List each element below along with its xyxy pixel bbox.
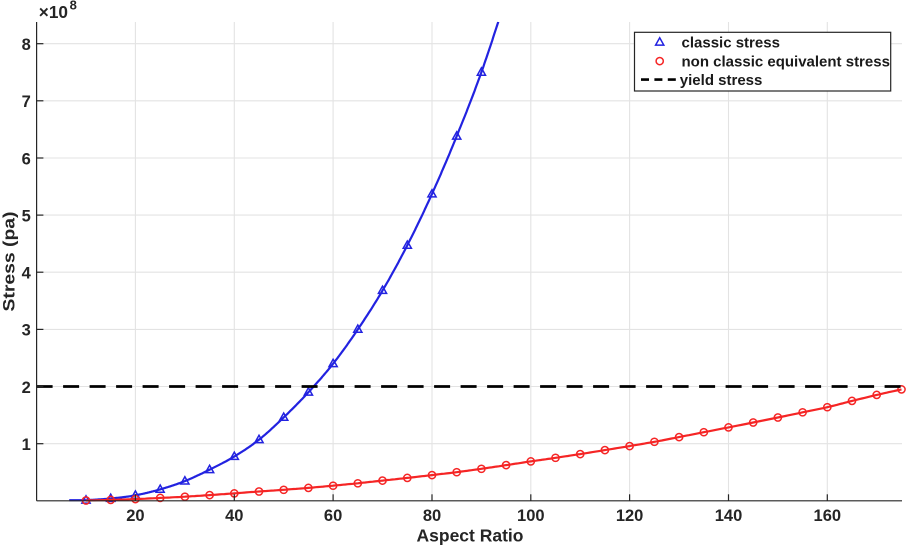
svg-text:1: 1	[22, 436, 31, 454]
svg-text:8: 8	[22, 36, 31, 54]
svg-text:20: 20	[126, 507, 144, 525]
svg-text:non classic equivalent stress: non classic equivalent stress	[682, 53, 890, 70]
svg-text:5: 5	[22, 207, 31, 225]
svg-text:60: 60	[324, 507, 342, 525]
svg-text:Aspect Ratio: Aspect Ratio	[417, 526, 524, 546]
svg-text:yield stress: yield stress	[680, 72, 763, 89]
svg-text:Stress (pa): Stress (pa)	[0, 212, 19, 312]
svg-text:80: 80	[423, 507, 441, 525]
svg-text:8: 8	[70, 0, 77, 13]
svg-text:classic stress: classic stress	[682, 35, 780, 52]
svg-text:3: 3	[22, 322, 31, 340]
svg-text:40: 40	[225, 507, 243, 525]
svg-text:100: 100	[517, 507, 545, 525]
svg-text:2: 2	[22, 379, 31, 397]
svg-text:160: 160	[814, 507, 842, 525]
svg-text:6: 6	[22, 150, 31, 168]
svg-text:4: 4	[22, 265, 32, 283]
svg-text:140: 140	[715, 507, 743, 525]
svg-text:120: 120	[616, 507, 644, 525]
svg-text:7: 7	[22, 93, 31, 111]
svg-text:×10: ×10	[39, 2, 68, 22]
